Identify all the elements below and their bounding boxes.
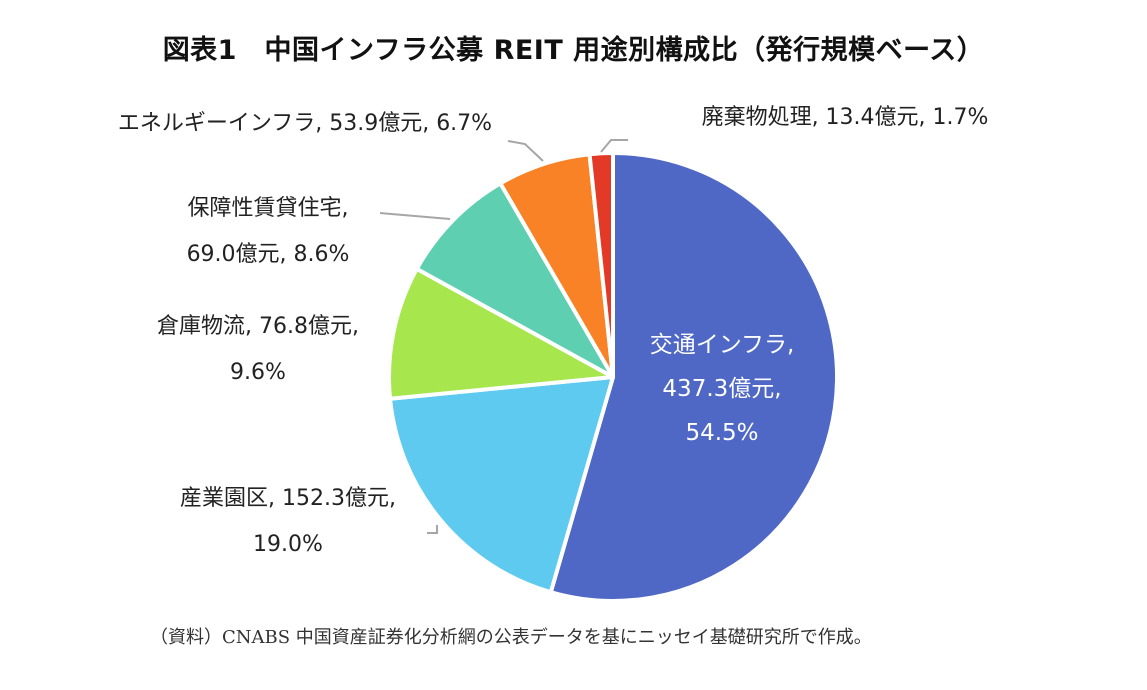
slice-label-line: 保障性賃貸住宅, bbox=[188, 196, 349, 221]
slice-labels: 交通インフラ, 437.3億元, 54.5% 産業園区, 152.3億元, 19.0% 倉… bbox=[118, 105, 989, 557]
leader-line-4 bbox=[379, 212, 451, 220]
slice-label-line: 69.0億元, 8.6% bbox=[187, 242, 350, 267]
slice-label-line: 19.0% bbox=[253, 532, 323, 557]
source-note: （資料）CNABS 中国資産証券化分析網の公表データを基にニッセイ基礎研究所で作… bbox=[150, 627, 872, 648]
slice-label-6: 廃棄物処理, 13.4億元, 1.7% bbox=[702, 105, 989, 130]
slice-label-line: 437.3億元, bbox=[662, 376, 781, 402]
pie-slice-6 bbox=[587, 151, 615, 379]
slice-label-line: エネルギーインフラ, 53.9億元, 6.7% bbox=[118, 111, 492, 136]
pie-slice-1 bbox=[548, 151, 839, 603]
pie-slices bbox=[387, 151, 839, 603]
slice-label-1: 交通インフラ, 437.3億元, 54.5% bbox=[650, 332, 795, 446]
leader-lines bbox=[379, 139, 628, 534]
slice-label-line: 交通インフラ, bbox=[650, 332, 795, 358]
slice-label-line: 54.5% bbox=[685, 420, 758, 446]
slice-label-line: 廃棄物処理, 13.4億元, 1.7% bbox=[702, 105, 989, 130]
slice-label-line: 倉庫物流, 76.8億元, bbox=[157, 314, 359, 339]
slice-label-line: 9.6% bbox=[230, 360, 286, 385]
slice-label-line: 産業園区, 152.3億元, bbox=[180, 486, 396, 511]
slice-label-5: エネルギーインフラ, 53.9億元, 6.7% bbox=[118, 111, 492, 136]
pie-slice-3 bbox=[387, 266, 615, 401]
pie-slice-2 bbox=[388, 375, 615, 595]
leader-line-2 bbox=[427, 525, 438, 534]
pie-slice-4 bbox=[414, 181, 615, 379]
chart-title: 図表1 中国インフラ公募 REIT 用途別構成比（発行規模ベース） bbox=[162, 35, 985, 66]
leader-line-6 bbox=[600, 139, 628, 153]
slice-label-4: 保障性賃貸住宅, 69.0億元, 8.6% bbox=[187, 196, 350, 267]
slice-label-3: 倉庫物流, 76.8億元, 9.6% bbox=[157, 314, 359, 385]
leader-line-5 bbox=[507, 140, 544, 162]
slice-label-2: 産業園区, 152.3億元, 19.0% bbox=[180, 486, 396, 557]
